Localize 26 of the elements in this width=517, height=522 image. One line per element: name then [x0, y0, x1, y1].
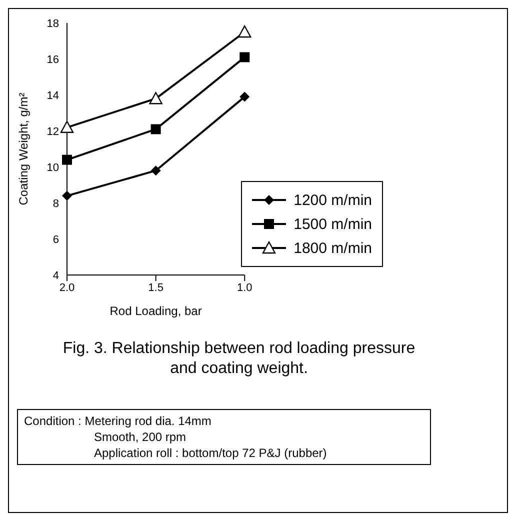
- y-axis-title: Coating Weight, g/m²: [16, 92, 30, 206]
- point: [62, 190, 72, 201]
- x-tick-label: 1.5: [148, 282, 164, 294]
- legend-label: 1500 m/min: [294, 216, 372, 232]
- y-tick-label: 8: [52, 198, 59, 210]
- y-tick-label: 18: [46, 18, 59, 30]
- text: Condition : Metering rod dia. 14mm: [24, 413, 212, 429]
- caption: Fig. 3. Relationship between rod loading pressure and coating weight.: [62, 339, 416, 379]
- legend-label: 1200 m/min: [294, 192, 372, 208]
- x-axis-title: Rod Loading, bar: [110, 304, 202, 318]
- y-tick-label: 10: [46, 162, 59, 174]
- text: Smooth, 200 rpm: [93, 429, 188, 445]
- legend-label: 1800 m/min: [294, 240, 372, 256]
- point: [62, 154, 72, 165]
- point: [240, 52, 250, 62]
- y-tick-label: 4: [52, 270, 59, 282]
- x-tick-label: 1.0: [236, 282, 252, 294]
- y-tick-label: 14: [46, 90, 59, 102]
- point: [150, 124, 161, 134]
- point: [240, 92, 250, 102]
- y-tick-label: 16: [46, 54, 59, 66]
- point: [150, 166, 161, 176]
- y-tick-label: 6: [52, 234, 59, 246]
- text: Application roll : bottom/top 72 P&J (rubber): [93, 445, 328, 461]
- y-tick-label: 12: [46, 126, 59, 138]
- x-tick-label: 2.0: [59, 282, 75, 294]
